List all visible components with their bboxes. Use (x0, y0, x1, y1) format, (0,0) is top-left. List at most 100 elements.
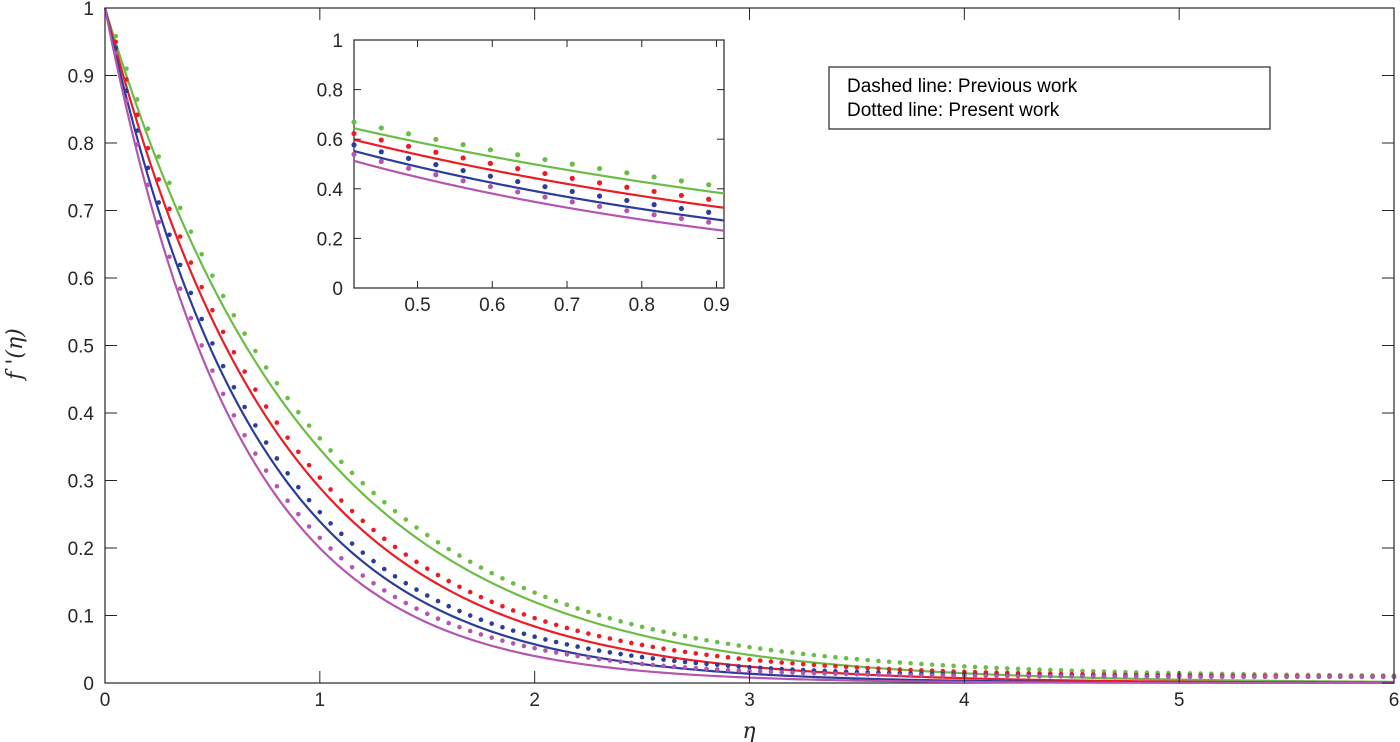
main-dotted-point-1 (940, 662, 946, 668)
inset-dotted-point-1 (515, 152, 521, 158)
main-dotted-point-3 (253, 423, 258, 428)
main-dotted-point-4 (360, 573, 366, 578)
main-dotted-point-2 (220, 329, 226, 335)
main-ytick-label: 0.2 (68, 539, 94, 560)
main-dotted-point-1 (1047, 667, 1053, 673)
main-dotted-point-2 (876, 666, 881, 671)
main-dotted-point-4 (1284, 674, 1289, 680)
main-dotted-point-1 (790, 650, 795, 656)
main-dotted-point-2 (543, 619, 548, 624)
inset-dotted-point-3 (596, 193, 603, 199)
legend-box (828, 66, 1271, 130)
main-dotted-point-4 (693, 665, 699, 671)
main-dotted-point-4 (564, 652, 570, 657)
main-dotted-point-2 (296, 449, 301, 455)
main-dotted-point-1 (672, 631, 677, 637)
main-dotted-point-1 (199, 251, 204, 257)
main-dotted-point-2 (553, 622, 559, 628)
main-dotted-point-3 (714, 662, 720, 668)
main-dotted-point-4 (575, 653, 580, 659)
main-dotted-point-4 (457, 624, 462, 630)
main-dotted-point-3 (210, 341, 215, 346)
main-dotted-point-1 (177, 205, 183, 211)
main-dotted-point-1 (231, 312, 237, 318)
inset-dotted-point-4 (460, 178, 466, 184)
main-dotted-point-2 (285, 435, 290, 440)
main-dotted-point-1 (532, 590, 537, 595)
main-dotted-point-1 (596, 612, 602, 618)
inset-dotted-point-2 (569, 175, 575, 181)
inset-solid-curve-2 (353, 138, 725, 209)
main-dotted-point-4 (253, 451, 258, 456)
main-dotted-point-2 (672, 648, 677, 653)
main-dotted-point-3 (339, 531, 344, 537)
main-dotted-point-1 (747, 644, 752, 650)
inset-dotted-point-4 (624, 208, 630, 214)
main-dotted-point-1 (403, 517, 409, 522)
main-dotted-point-1 (714, 639, 720, 645)
main-dotted-point-2 (650, 644, 656, 650)
main-dotted-point-4 (629, 660, 634, 666)
main-dotted-point-4 (500, 638, 505, 643)
main-dotted-point-2 (843, 664, 849, 670)
main-xtick-label: 5 (1174, 690, 1185, 711)
main-dotted-point-4 (779, 670, 785, 675)
main-dotted-point-2 (124, 77, 129, 82)
main-dotted-point-4 (317, 535, 323, 541)
main-dotted-point-4 (940, 673, 946, 678)
main-dotted-point-1 (521, 585, 527, 591)
main-dotted-point-2 (199, 284, 204, 290)
main-dotted-point-1 (661, 629, 666, 635)
main-dotted-point-4 (1230, 674, 1236, 680)
main-dotted-point-1 (897, 660, 903, 665)
main-dotted-point-4 (1219, 674, 1225, 680)
main-dotted-point-1 (210, 273, 215, 278)
inset-dotted-point-2 (651, 188, 657, 195)
main-xtick-label: 3 (744, 690, 755, 711)
inset-plot-frame (353, 39, 725, 289)
main-dotted-point-4 (446, 620, 452, 626)
main-dotted-point-1 (446, 546, 452, 552)
inset-xtick-label: 0.9 (703, 295, 729, 316)
inset-dotted-point-3 (569, 188, 575, 195)
main-dotted-point-3 (360, 550, 366, 555)
main-dotted-point-2 (800, 661, 806, 667)
main-dotted-point-4 (156, 219, 162, 225)
main-dotted-point-4 (1005, 673, 1010, 679)
main-dotted-point-1 (381, 500, 387, 505)
main-dotted-point-3 (188, 290, 194, 296)
main-dotted-point-3 (199, 316, 204, 322)
main-dotted-point-2 (510, 608, 516, 613)
y-axis-label: f '(η) (3, 328, 28, 382)
main-dotted-point-4 (1123, 674, 1128, 679)
main-dotted-point-4 (403, 600, 409, 606)
main-dotted-point-1 (994, 665, 999, 671)
main-dotted-point-1 (1026, 666, 1032, 672)
main-dotted-point-4 (908, 672, 913, 678)
main-dotted-point-4 (672, 664, 677, 669)
main-dotted-point-2 (500, 604, 505, 609)
main-dotted-point-3 (349, 541, 355, 546)
legend-entry-present: Dotted line: Present work (847, 100, 1060, 121)
main-dotted-point-4 (510, 641, 516, 646)
inset-x-ticks: 0.5 0.6 0.7 0.8 0.9 (404, 40, 730, 316)
main-dotted-point-1 (629, 621, 634, 627)
main-dotted-point-3 (457, 608, 462, 614)
inset-xtick-label: 0.8 (629, 295, 655, 316)
main-dotted-point-1 (188, 229, 194, 234)
main-dotted-point-1 (822, 653, 827, 659)
main-dotted-point-2 (231, 350, 237, 355)
main-dotted-point-4 (811, 670, 817, 676)
main-dotted-point-1 (360, 480, 366, 486)
main-dotted-point-4 (983, 673, 989, 679)
main-dotted-point-3 (500, 624, 505, 630)
inset-dotted-point-3 (515, 178, 521, 185)
main-dotted-point-2 (467, 589, 473, 595)
main-xtick-label: 0 (100, 690, 111, 711)
main-dotted-point-3 (693, 660, 699, 666)
main-dotted-point-1 (854, 656, 860, 662)
main-dotted-point-4 (167, 254, 172, 260)
main-dotted-point-2 (833, 663, 838, 669)
main-dotted-point-3 (779, 666, 785, 672)
main-dotted-point-4 (1359, 674, 1365, 680)
